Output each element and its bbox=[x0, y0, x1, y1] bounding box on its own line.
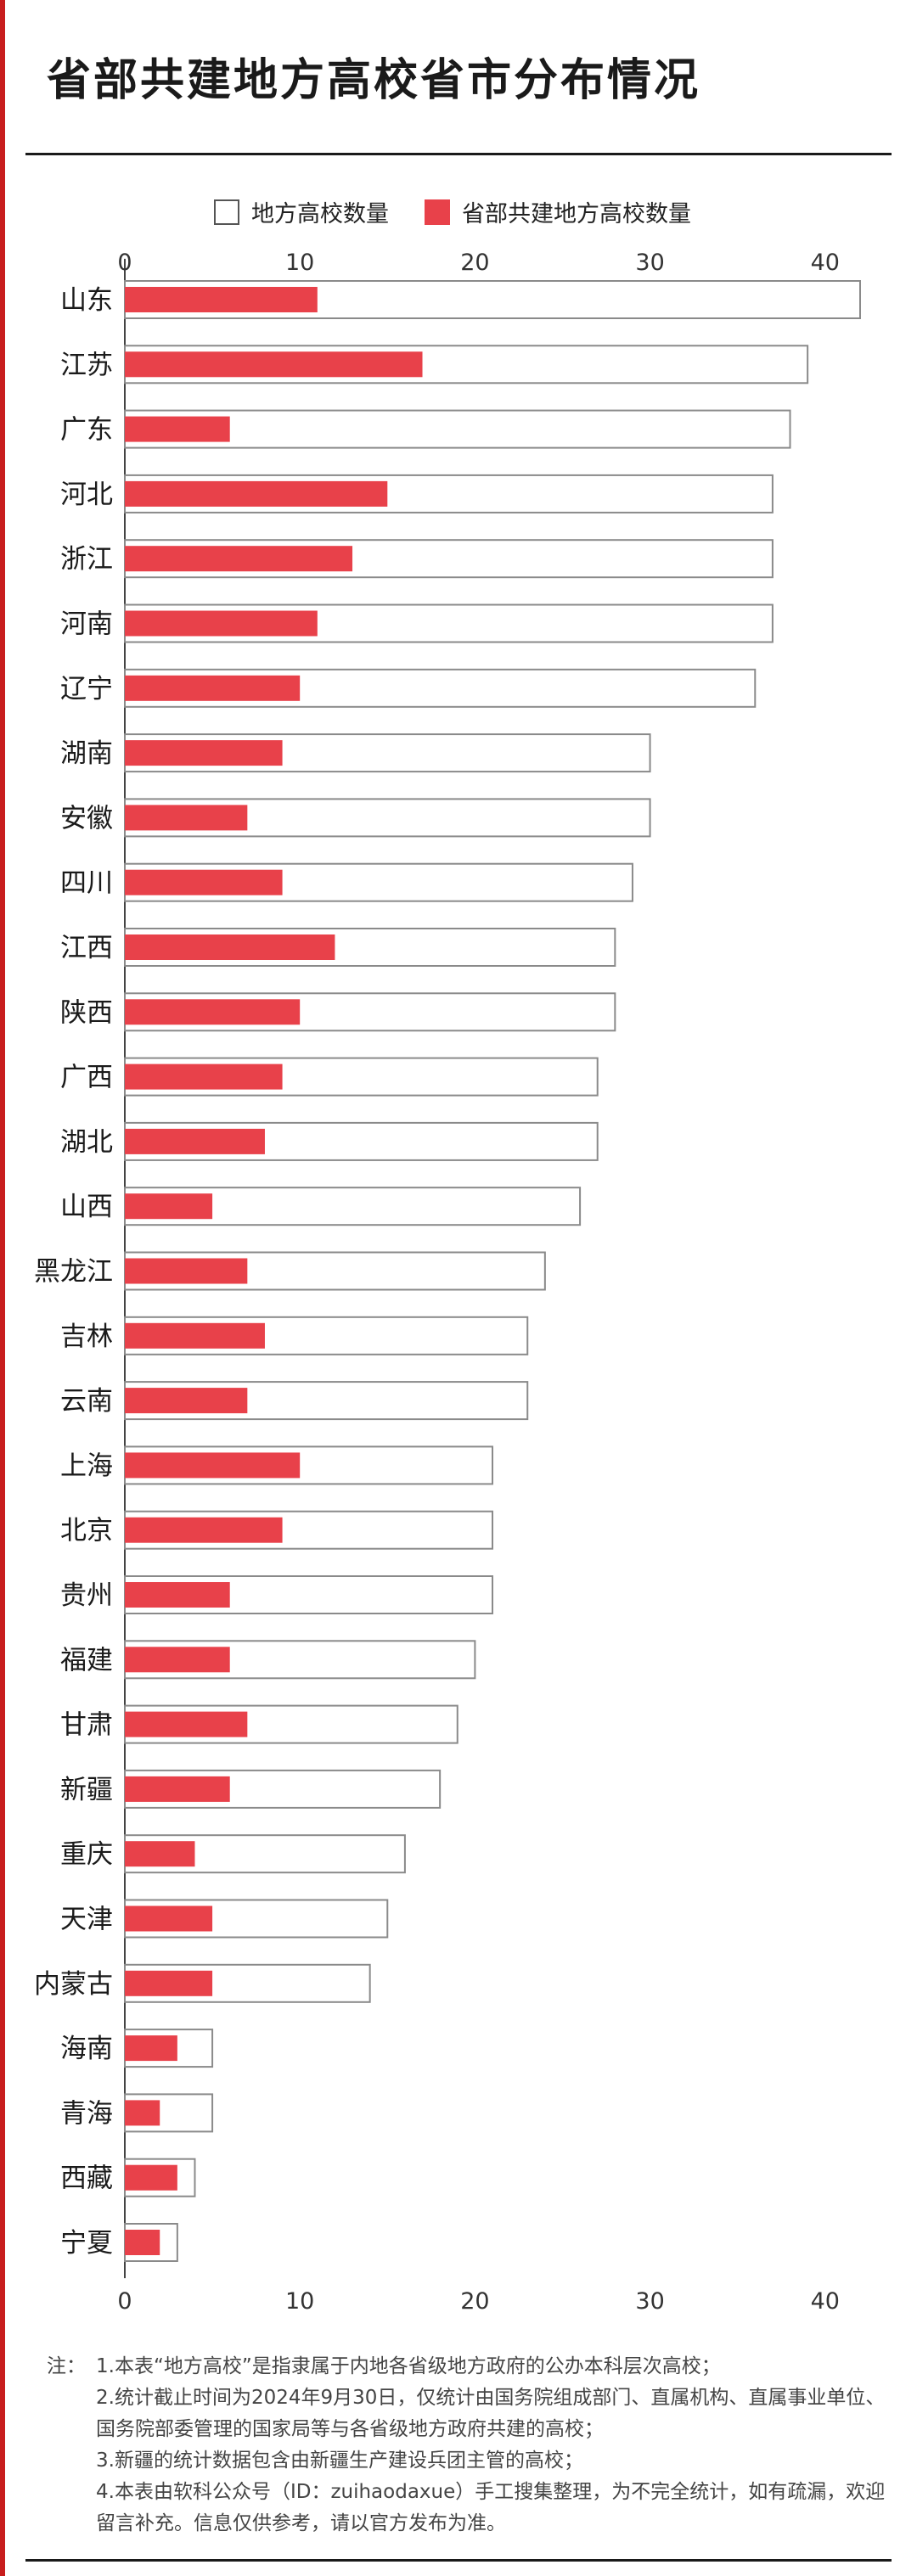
bar-joint bbox=[125, 805, 248, 831]
category-label: 北京 bbox=[60, 1516, 113, 1546]
x-tick-label-bottom: 10 bbox=[285, 2288, 314, 2315]
category-label: 四川 bbox=[60, 868, 113, 899]
bar-joint bbox=[125, 2035, 177, 2062]
category-label: 河北 bbox=[60, 480, 113, 510]
bar-joint bbox=[125, 1841, 195, 1867]
bar-joint bbox=[125, 2164, 177, 2191]
category-label: 西藏 bbox=[60, 2164, 113, 2194]
category-label: 辽宁 bbox=[60, 674, 113, 704]
category-label: 新疆 bbox=[60, 1775, 113, 1805]
category-label: 天津 bbox=[60, 1905, 113, 1935]
category-label: 宁夏 bbox=[60, 2228, 113, 2259]
category-label: 河南 bbox=[60, 609, 113, 640]
bar-joint bbox=[125, 740, 283, 766]
bar-chart: 0 0 10 10 20 20 30 30 40 40 山东江苏广东河北浙江河南辽宁湖南安徽四川江西… bbox=[34, 250, 861, 2315]
category-label: 山西 bbox=[60, 1192, 113, 1222]
bar-joint bbox=[125, 1322, 265, 1349]
category-label: 湖北 bbox=[60, 1127, 113, 1158]
category-label: 山东 bbox=[60, 285, 113, 316]
frame-accent-line bbox=[0, 0, 5, 2576]
category-label: 江西 bbox=[60, 933, 113, 963]
footnote-lead: 注： bbox=[47, 2355, 86, 2377]
bar-joint bbox=[125, 416, 230, 442]
bar-joint bbox=[125, 1193, 213, 1220]
footnotes: 注： 1.本表“地方高校”是指隶属于内地各省级地方政府的公办本科层次高校； 2.… bbox=[47, 2351, 887, 2540]
category-label: 广西 bbox=[60, 1063, 113, 1093]
bar-joint bbox=[125, 480, 388, 507]
footnote-text: 3.新疆的统计数据包含由新疆生产建设兵团主管的高校； bbox=[96, 2450, 583, 2472]
category-label: 甘肃 bbox=[60, 1710, 113, 1741]
x-tick-label-top: 20 bbox=[460, 250, 489, 276]
bar-joint bbox=[125, 934, 335, 960]
legend-item-local: 地方高校数量 bbox=[214, 195, 389, 228]
legend-label-local: 地方高校数量 bbox=[251, 201, 389, 227]
bar-joint bbox=[125, 2230, 160, 2255]
x-tick-label-top: 0 bbox=[117, 250, 132, 276]
bar-joint bbox=[125, 546, 353, 572]
legend-swatch-joint bbox=[425, 199, 450, 225]
bar-joint bbox=[125, 869, 283, 895]
footnote-text: 1.本表“地方高校”是指隶属于内地各省级地方政府的公办本科层次高校； bbox=[96, 2355, 721, 2377]
bar-joint bbox=[125, 610, 318, 637]
bar-joint bbox=[125, 2100, 160, 2126]
bar-joint bbox=[125, 1388, 248, 1414]
category-label: 贵州 bbox=[60, 1580, 113, 1611]
legend-item-joint: 省部共建地方高校数量 bbox=[425, 195, 691, 228]
category-label: 广东 bbox=[60, 415, 113, 446]
footnote-row: 2.统计截止时间为2024年9月30日，仅统计由国务院组成部门、直属机构、直属事… bbox=[47, 2382, 887, 2445]
footnote-text: 2.统计截止时间为2024年9月30日，仅统计由国务院组成部门、直属机构、直属事… bbox=[96, 2387, 886, 2440]
footnote-row: 4.本表由软科公众号（ID：zuihaodaxue）手工搜集整理，为不完全统计，… bbox=[47, 2477, 887, 2540]
bar-joint bbox=[125, 675, 301, 701]
bar-joint bbox=[125, 999, 301, 1025]
bottom-divider bbox=[25, 2559, 892, 2562]
category-label: 浙江 bbox=[60, 544, 113, 575]
category-label: 内蒙古 bbox=[34, 1969, 113, 2000]
bar-joint bbox=[125, 1128, 265, 1154]
category-label: 重庆 bbox=[60, 1839, 113, 1870]
category-label: 黑龙江 bbox=[34, 1257, 113, 1288]
bar-local bbox=[124, 409, 791, 449]
x-tick-label-top: 30 bbox=[635, 250, 664, 276]
title-divider bbox=[25, 153, 892, 155]
bar-joint bbox=[125, 1582, 230, 1608]
bar-joint bbox=[125, 1517, 283, 1543]
bar-joint bbox=[125, 1970, 213, 1996]
bar-joint bbox=[125, 1711, 248, 1737]
x-tick-label-bottom: 30 bbox=[635, 2288, 664, 2315]
bar-joint bbox=[125, 351, 423, 378]
category-label: 福建 bbox=[60, 1645, 113, 1675]
bar-joint bbox=[125, 1064, 283, 1090]
legend-swatch-local bbox=[214, 199, 239, 225]
x-tick-label-top: 10 bbox=[285, 250, 314, 276]
category-label: 江苏 bbox=[60, 350, 113, 380]
x-tick-label-bottom: 0 bbox=[117, 2288, 132, 2315]
footnote-text: 4.本表由软科公众号（ID：zuihaodaxue）手工搜集整理，为不完全统计，… bbox=[96, 2481, 886, 2534]
legend-label-joint: 省部共建地方高校数量 bbox=[462, 201, 691, 227]
x-tick-label-bottom: 40 bbox=[811, 2288, 840, 2315]
category-label: 海南 bbox=[60, 2034, 113, 2064]
bar-joint bbox=[125, 1258, 248, 1284]
bar-joint bbox=[125, 1776, 230, 1802]
category-label: 云南 bbox=[60, 1386, 113, 1417]
category-label: 安徽 bbox=[60, 803, 113, 833]
bar-joint bbox=[125, 1452, 301, 1479]
bar-joint bbox=[125, 1647, 230, 1673]
category-label: 湖南 bbox=[60, 738, 113, 769]
footnote-row: 3.新疆的统计数据包含由新疆生产建设兵团主管的高校； bbox=[47, 2445, 887, 2477]
bar-joint bbox=[125, 1905, 213, 1932]
category-label: 吉林 bbox=[60, 1322, 113, 1352]
category-label: 上海 bbox=[60, 1451, 113, 1481]
bar-joint bbox=[125, 287, 318, 312]
x-tick-label-bottom: 20 bbox=[460, 2288, 489, 2315]
category-label: 青海 bbox=[60, 2098, 113, 2129]
footnote-row: 注： 1.本表“地方高校”是指隶属于内地各省级地方政府的公办本科层次高校； bbox=[47, 2351, 887, 2382]
x-tick-label-top: 40 bbox=[811, 250, 840, 276]
category-label: 陕西 bbox=[60, 997, 113, 1028]
page-title: 省部共建地方高校省市分布情况 bbox=[47, 55, 701, 106]
